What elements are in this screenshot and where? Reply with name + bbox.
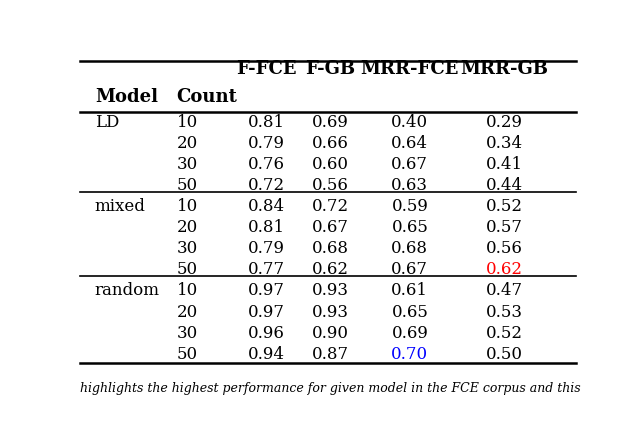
Text: 20: 20	[177, 135, 198, 152]
Text: random: random	[95, 282, 160, 299]
Text: 0.69: 0.69	[312, 114, 349, 131]
Text: 0.90: 0.90	[312, 325, 349, 342]
Text: 0.60: 0.60	[312, 156, 349, 173]
Text: LD: LD	[95, 114, 119, 131]
Text: 0.72: 0.72	[312, 198, 349, 215]
Text: 0.67: 0.67	[312, 219, 349, 236]
Text: 0.76: 0.76	[248, 156, 285, 173]
Text: 0.50: 0.50	[486, 346, 523, 363]
Text: 0.79: 0.79	[248, 135, 285, 152]
Text: 0.62: 0.62	[486, 262, 523, 278]
Text: MRR-FCE: MRR-FCE	[361, 60, 459, 78]
Text: 0.96: 0.96	[248, 325, 284, 342]
Text: 0.69: 0.69	[392, 325, 428, 342]
Text: 0.64: 0.64	[391, 135, 428, 152]
Text: 0.47: 0.47	[486, 282, 523, 299]
Text: 0.77: 0.77	[248, 262, 285, 278]
Text: 0.70: 0.70	[391, 346, 428, 363]
Text: 10: 10	[177, 114, 198, 131]
Text: 0.61: 0.61	[391, 282, 428, 299]
Text: 0.81: 0.81	[248, 219, 285, 236]
Text: 0.97: 0.97	[248, 282, 285, 299]
Text: 0.57: 0.57	[486, 219, 523, 236]
Text: MRR-GB: MRR-GB	[460, 60, 548, 78]
Text: Count: Count	[177, 88, 237, 105]
Text: 0.65: 0.65	[392, 303, 428, 321]
Text: 0.63: 0.63	[391, 177, 428, 194]
Text: 0.68: 0.68	[391, 240, 428, 258]
Text: 0.84: 0.84	[248, 198, 285, 215]
Text: 20: 20	[177, 303, 198, 321]
Text: 0.72: 0.72	[248, 177, 285, 194]
Text: 50: 50	[177, 177, 198, 194]
Text: mixed: mixed	[95, 198, 146, 215]
Text: 0.93: 0.93	[312, 303, 349, 321]
Text: 0.62: 0.62	[312, 262, 349, 278]
Text: 0.56: 0.56	[486, 240, 522, 258]
Text: F-GB: F-GB	[305, 60, 356, 78]
Text: 0.67: 0.67	[391, 262, 428, 278]
Text: 20: 20	[177, 219, 198, 236]
Text: 30: 30	[177, 156, 198, 173]
Text: 10: 10	[177, 198, 198, 215]
Text: 0.34: 0.34	[486, 135, 523, 152]
Text: 0.79: 0.79	[248, 240, 285, 258]
Text: 30: 30	[177, 240, 198, 258]
Text: F-FCE: F-FCE	[236, 60, 296, 78]
Text: 0.87: 0.87	[312, 346, 349, 363]
Text: 0.67: 0.67	[391, 156, 428, 173]
Text: 0.52: 0.52	[486, 198, 523, 215]
Text: 50: 50	[177, 346, 198, 363]
Text: 0.40: 0.40	[391, 114, 428, 131]
Text: 0.52: 0.52	[486, 325, 523, 342]
Text: 0.97: 0.97	[248, 303, 285, 321]
Text: 50: 50	[177, 262, 198, 278]
Text: 0.94: 0.94	[248, 346, 285, 363]
Text: 10: 10	[177, 282, 198, 299]
Text: highlights the highest performance for given model in the FCE corpus and this: highlights the highest performance for g…	[80, 381, 580, 395]
Text: 0.66: 0.66	[312, 135, 349, 152]
Text: 0.41: 0.41	[486, 156, 523, 173]
Text: 0.68: 0.68	[312, 240, 349, 258]
Text: Model: Model	[95, 88, 158, 105]
Text: 30: 30	[177, 325, 198, 342]
Text: 0.81: 0.81	[248, 114, 285, 131]
Text: 0.93: 0.93	[312, 282, 349, 299]
Text: 0.53: 0.53	[486, 303, 523, 321]
Text: 0.44: 0.44	[486, 177, 523, 194]
Text: 0.56: 0.56	[312, 177, 349, 194]
Text: 0.65: 0.65	[392, 219, 428, 236]
Text: 0.29: 0.29	[486, 114, 523, 131]
Text: 0.59: 0.59	[392, 198, 428, 215]
